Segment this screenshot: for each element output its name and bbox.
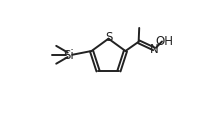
Text: S: S [105,31,112,44]
Text: N: N [150,43,159,56]
Text: Si: Si [63,49,74,62]
Text: OH: OH [156,34,174,47]
